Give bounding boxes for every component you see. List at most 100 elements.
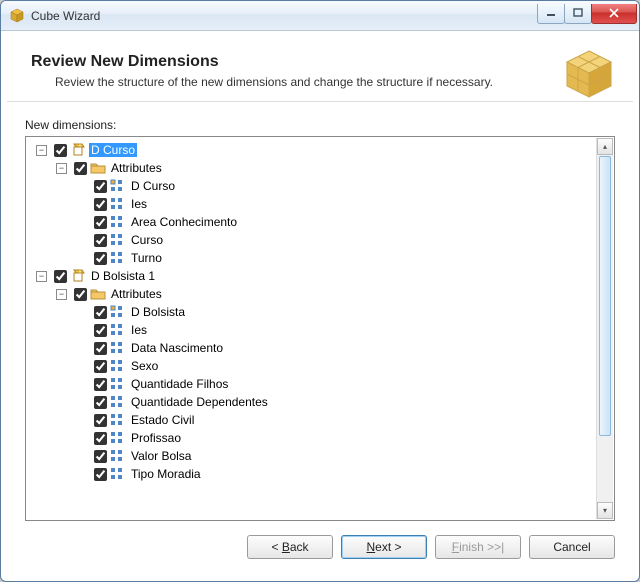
dimension-icon	[70, 268, 86, 284]
tree-node-label[interactable]: Quantidade Dependentes	[129, 395, 270, 409]
scroll-thumb[interactable]	[599, 156, 611, 436]
tree-checkbox[interactable]	[94, 360, 107, 373]
tree-node-label[interactable]: D Bolsista	[129, 305, 187, 319]
close-button[interactable]	[591, 4, 637, 24]
tree-row[interactable]: Estado Civil	[28, 411, 594, 429]
tree-checkbox[interactable]	[94, 378, 107, 391]
attr-icon	[110, 466, 126, 482]
tree-checkbox[interactable]	[94, 252, 107, 265]
tree-row[interactable]: Ies	[28, 321, 594, 339]
tree-node-label[interactable]: Profissao	[129, 431, 183, 445]
tree-checkbox[interactable]	[94, 468, 107, 481]
scrollbar[interactable]: ▴ ▾	[596, 138, 613, 519]
tree-row[interactable]: Quantidade Filhos	[28, 375, 594, 393]
tree-row[interactable]: Turno	[28, 249, 594, 267]
tree-node-label[interactable]: D Curso	[89, 143, 137, 157]
tree-node-label[interactable]: Tipo Moradia	[129, 467, 203, 481]
tree-row[interactable]: Tipo Moradia	[28, 465, 594, 483]
scroll-up-button[interactable]: ▴	[597, 138, 613, 155]
tree-row[interactable]: Curso	[28, 231, 594, 249]
window-title: Cube Wizard	[31, 9, 538, 23]
cube-wizard-window: Cube Wizard Review New Dimensions Review…	[0, 0, 640, 582]
tree-node-label[interactable]: Data Nascimento	[129, 341, 225, 355]
tree-row[interactable]: Sexo	[28, 357, 594, 375]
wizard-header: Review New Dimensions Review the structu…	[7, 37, 633, 102]
tree-node-label[interactable]: Curso	[129, 233, 165, 247]
tree-row[interactable]: − D Curso	[28, 141, 594, 159]
tree-row[interactable]: Quantidade Dependentes	[28, 393, 594, 411]
tree-row[interactable]: Ies	[28, 195, 594, 213]
titlebar[interactable]: Cube Wizard	[1, 1, 639, 31]
tree-row[interactable]: − Attributes	[28, 285, 594, 303]
cancel-button[interactable]: Cancel	[529, 535, 615, 559]
collapse-icon[interactable]: −	[56, 289, 67, 300]
cube-icon	[9, 8, 25, 24]
attr-icon	[110, 196, 126, 212]
next-button[interactable]: Next >	[341, 535, 427, 559]
tree-row[interactable]: − Attributes	[28, 159, 594, 177]
tree-checkbox[interactable]	[94, 414, 107, 427]
tree-node-label[interactable]: Sexo	[129, 359, 160, 373]
attr-icon	[110, 232, 126, 248]
new-dimensions-label: New dimensions:	[25, 118, 615, 132]
attr-icon	[110, 412, 126, 428]
scroll-down-button[interactable]: ▾	[597, 502, 613, 519]
folder-icon	[90, 286, 106, 302]
tree-node-label[interactable]: Turno	[129, 251, 164, 265]
tree-row[interactable]: Profissao	[28, 429, 594, 447]
tree-node-label[interactable]: Ies	[129, 197, 149, 211]
attr-icon	[110, 214, 126, 230]
maximize-button[interactable]	[564, 4, 592, 24]
tree-checkbox[interactable]	[94, 306, 107, 319]
tree-node-label[interactable]: Attributes	[109, 161, 164, 175]
collapse-icon[interactable]: −	[36, 271, 47, 282]
tree-row[interactable]: D Curso	[28, 177, 594, 195]
minimize-button[interactable]	[537, 4, 565, 24]
attr-icon	[110, 340, 126, 356]
tree-checkbox[interactable]	[74, 162, 87, 175]
attr-icon	[110, 250, 126, 266]
tree-checkbox[interactable]	[94, 342, 107, 355]
attr-icon	[110, 430, 126, 446]
tree-node-label[interactable]: D Curso	[129, 179, 177, 193]
tree-checkbox[interactable]	[94, 324, 107, 337]
tree-node-label[interactable]: Area Conhecimento	[129, 215, 239, 229]
tree-checkbox[interactable]	[94, 180, 107, 193]
wizard-body: New dimensions: − D Curso − Attributes D Cur…	[7, 102, 633, 521]
dimensions-tree[interactable]: − D Curso − Attributes D Curso Ies Area Conhec…	[26, 137, 596, 520]
tree-node-label[interactable]: Quantidade Filhos	[129, 377, 230, 391]
tree-checkbox[interactable]	[74, 288, 87, 301]
wizard-footer: < Back Next > Finish >>| Cancel	[7, 521, 633, 575]
tree-row[interactable]: − D Bolsista 1	[28, 267, 594, 285]
key-attr-icon	[110, 178, 126, 194]
folder-icon	[90, 160, 106, 176]
attr-icon	[110, 322, 126, 338]
tree-row[interactable]: Area Conhecimento	[28, 213, 594, 231]
tree-checkbox[interactable]	[94, 216, 107, 229]
tree-node-label[interactable]: Attributes	[109, 287, 164, 301]
tree-checkbox[interactable]	[94, 234, 107, 247]
page-title: Review New Dimensions	[31, 53, 609, 71]
collapse-icon[interactable]: −	[36, 145, 47, 156]
wizard-cube-art-icon	[561, 47, 617, 103]
tree-node-label[interactable]: Valor Bolsa	[129, 449, 193, 463]
key-attr-icon	[110, 304, 126, 320]
dimension-icon	[70, 142, 86, 158]
tree-row[interactable]: Valor Bolsa	[28, 447, 594, 465]
finish-button[interactable]: Finish >>|	[435, 535, 521, 559]
tree-node-label[interactable]: D Bolsista 1	[89, 269, 157, 283]
tree-row[interactable]: D Bolsista	[28, 303, 594, 321]
tree-checkbox[interactable]	[94, 432, 107, 445]
tree-checkbox[interactable]	[54, 144, 67, 157]
tree-checkbox[interactable]	[94, 396, 107, 409]
tree-node-label[interactable]: Ies	[129, 323, 149, 337]
tree-checkbox[interactable]	[94, 198, 107, 211]
back-button[interactable]: < Back	[247, 535, 333, 559]
tree-node-label[interactable]: Estado Civil	[129, 413, 196, 427]
page-subtitle: Review the structure of the new dimensio…	[55, 75, 609, 89]
tree-row[interactable]: Data Nascimento	[28, 339, 594, 357]
collapse-icon[interactable]: −	[56, 163, 67, 174]
tree-checkbox[interactable]	[54, 270, 67, 283]
tree-checkbox[interactable]	[94, 450, 107, 463]
dimensions-tree-container: − D Curso − Attributes D Curso Ies Area Conhec…	[25, 136, 615, 521]
